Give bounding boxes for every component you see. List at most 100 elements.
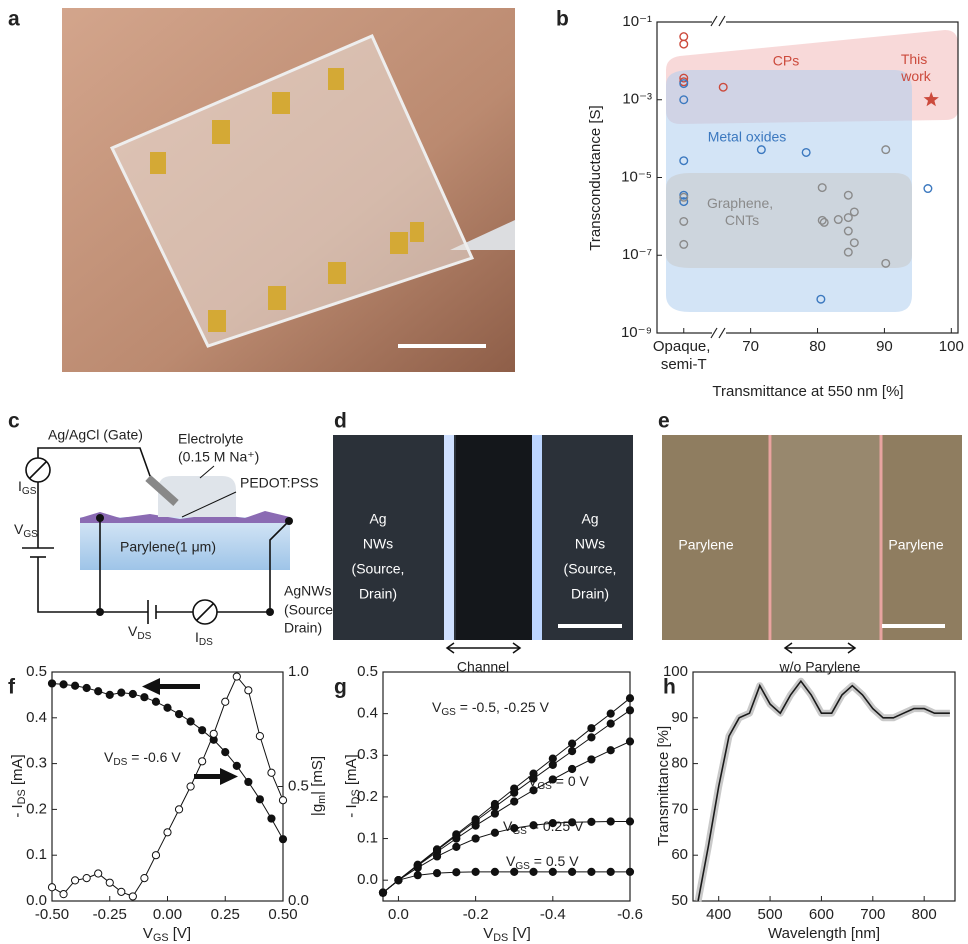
x-tick-label: -0.50 [35, 906, 69, 923]
x-tick-label: -0.4 [540, 906, 566, 923]
marker [453, 835, 460, 842]
marker [588, 734, 595, 741]
text-part: - I [9, 804, 26, 817]
marker [626, 868, 633, 875]
marker [607, 710, 614, 717]
text-part: = -0.6 V [127, 749, 181, 765]
marker [83, 875, 90, 882]
text-part: = 0 V [552, 773, 590, 789]
x-tick-label: 90 [876, 338, 893, 355]
image-label: Ag [581, 511, 598, 527]
marker [279, 836, 286, 843]
marker [588, 868, 595, 875]
marker [569, 748, 576, 755]
y-tick-label: 80 [671, 755, 688, 772]
text-part: [mA] [343, 754, 360, 789]
marker [530, 775, 537, 782]
y-tick-label: 10⁻⁹ [621, 324, 652, 341]
marker [48, 884, 55, 891]
marker [268, 815, 275, 822]
y-tick-label: 90 [671, 709, 688, 726]
arrow [447, 643, 520, 653]
marker [549, 868, 556, 875]
y-tick-label: 0.5 [357, 663, 378, 680]
subscript: DS [199, 637, 213, 648]
marker [245, 687, 252, 694]
text-part: = -0.5, -0.25 V [456, 699, 550, 715]
marker [175, 806, 182, 813]
marker [72, 682, 79, 689]
electrode-edge [444, 435, 454, 640]
panel-label: d [334, 410, 347, 433]
marker [187, 718, 194, 725]
marker [72, 877, 79, 884]
marker [118, 689, 125, 696]
region-graphene [666, 173, 912, 268]
y2-tick-label: 0.5 [288, 777, 309, 794]
marker [210, 730, 217, 737]
panel-label: b [556, 8, 569, 31]
marker [588, 818, 595, 825]
marker [569, 819, 576, 826]
y-tick-label: 70 [671, 800, 688, 817]
photo-a [62, 8, 515, 372]
parylene-label: Parylene(1 μm) [120, 539, 216, 555]
marker [256, 733, 263, 740]
y-tick-label: 60 [671, 846, 688, 863]
panel-label: e [658, 410, 670, 433]
marker [379, 889, 386, 896]
image-label: (Source, [564, 561, 617, 577]
marker [491, 810, 498, 817]
image-label: Parylene [888, 537, 943, 553]
y-tick-label: 0.4 [357, 705, 378, 722]
image-label: NWs [363, 536, 393, 552]
text-line: semi-T [661, 356, 707, 373]
marker [199, 727, 206, 734]
image-label: Parylene [678, 537, 733, 553]
image-label: Drain) [571, 586, 609, 602]
annotation: VGS = 0.5 V [506, 853, 579, 872]
x-tick-label: 700 [860, 906, 885, 923]
marker [626, 818, 633, 825]
marker [588, 756, 595, 763]
marker [129, 690, 136, 697]
marker [472, 868, 479, 875]
electrolyte-label: (0.15 M Na⁺) [178, 449, 259, 465]
marker [279, 797, 286, 804]
y-tick-label: 0.1 [357, 830, 378, 847]
marker [129, 893, 136, 900]
marker [164, 829, 171, 836]
marker [152, 698, 159, 705]
figure: a b c d e f g h 10⁻⁹10⁻⁷10⁻⁵10⁻³10⁻¹Opaq… [0, 0, 968, 944]
marker [511, 798, 518, 805]
marker [569, 868, 576, 875]
y-tick-label: 0.3 [357, 746, 378, 763]
text-line: Opaque, [653, 338, 715, 355]
marker [83, 684, 90, 691]
image-e: Parylene Parylene w/o Parylene [662, 435, 962, 675]
marker [222, 698, 229, 705]
x-tick-label: -0.6 [617, 906, 643, 923]
marker [626, 707, 633, 714]
marker [453, 869, 460, 876]
marker [607, 747, 614, 754]
x-tick-label: Opaque, semi-T [653, 338, 715, 373]
caption: Channel [457, 659, 509, 675]
image-label: (Source, [352, 561, 405, 577]
x-tick-label: 80 [809, 338, 826, 355]
marker [245, 778, 252, 785]
subscript: GS [22, 486, 37, 497]
marker [414, 872, 421, 879]
point [924, 185, 932, 193]
marker [175, 711, 182, 718]
y-tick-label: 10⁻⁷ [622, 246, 652, 263]
y-tick-label: 50 [671, 892, 688, 909]
marker [106, 879, 113, 886]
marker [268, 769, 275, 776]
agnws-label: Drain) [284, 620, 322, 636]
marker [256, 796, 263, 803]
subscript: GS [441, 707, 456, 718]
x-tick-label: -0.25 [93, 906, 127, 923]
diagram-c: Ag/AgCl (Gate) Electrolyte (0.15 M Na⁺) … [14, 427, 337, 648]
marker [60, 891, 67, 898]
